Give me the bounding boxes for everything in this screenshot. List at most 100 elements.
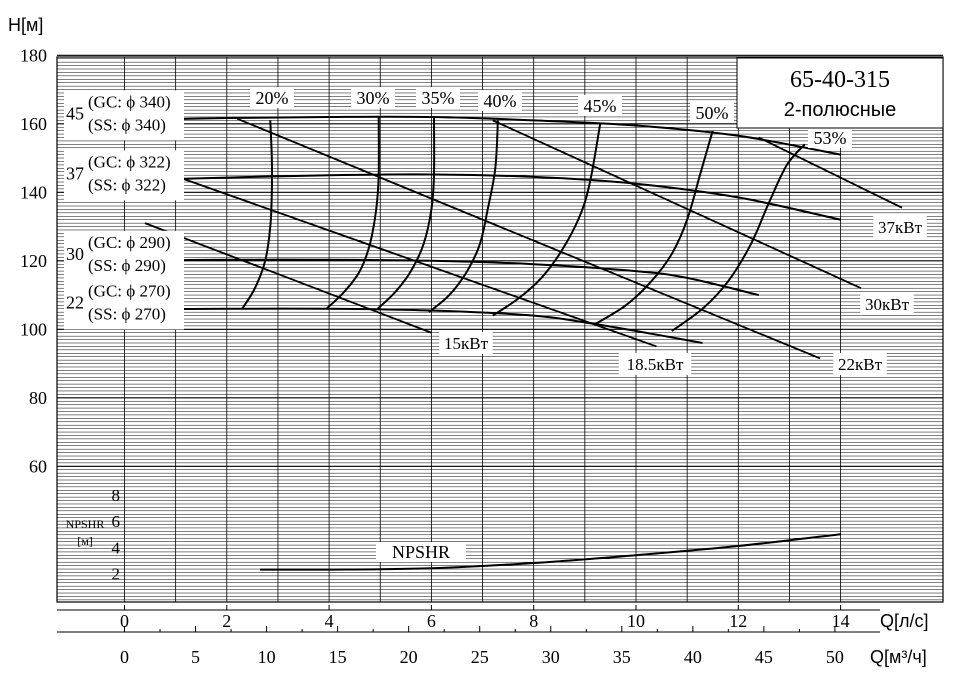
x-tick-label-m3h: 30	[542, 647, 560, 667]
x-tick-label-ls: 2	[222, 611, 231, 631]
x-axis-label-ls: Q[л/с]	[880, 611, 929, 631]
motor-power-label: 15кВт	[444, 334, 489, 353]
efficiency-label: 35%	[422, 88, 455, 108]
impeller-power-label: 22	[66, 292, 84, 312]
y-tick-label: 80	[29, 388, 47, 408]
y-tick-label: 140	[20, 182, 47, 202]
efficiency-label-group: 40%	[478, 90, 522, 111]
npsh-tick-label: 2	[112, 565, 121, 584]
efficiency-curve	[377, 116, 436, 310]
npsh-tick-label: 8	[112, 486, 121, 505]
motor-power-line	[124, 157, 657, 348]
motor-power-line	[758, 136, 903, 209]
motor-power-line	[144, 222, 432, 334]
impeller-label-22: 22(GC: ϕ 270) (SS: ϕ 270)	[64, 279, 184, 330]
impeller-ss-label: (SS: ϕ 270)	[88, 304, 166, 323]
npshr-curve-label-group: NPSHR	[376, 542, 466, 562]
efficiency-label-bg	[808, 127, 852, 148]
x-tick-label-ls: 4	[325, 611, 334, 631]
efficiency-label-bg	[478, 90, 522, 111]
y-axis-label: H[м]	[8, 15, 43, 35]
y-tick-label: 180	[20, 45, 47, 65]
efficiency-label: 20%	[256, 88, 289, 108]
efficiency-label-bg	[690, 102, 734, 123]
efficiency-label-group: 53%	[808, 127, 852, 148]
impeller-gc-label: (GC: ϕ 322)	[88, 152, 171, 171]
plot-frame	[56, 56, 944, 603]
efficiency-label: 30%	[357, 88, 390, 108]
impeller-power-label: 37	[66, 163, 84, 183]
impeller-power-label: 30	[66, 244, 84, 264]
efficiency-label-bg	[416, 87, 460, 108]
x-tick-label-ls: 14	[832, 611, 850, 631]
motor-power-line	[236, 117, 821, 360]
efficiency-label-bg	[351, 87, 395, 108]
impeller-label-37: 37(GC: ϕ 322) (SS: ϕ 322)	[64, 150, 184, 201]
impeller-curve-45	[124, 115, 841, 156]
impeller-curve-22	[124, 307, 703, 344]
x-tick-label-ls: 6	[427, 611, 436, 631]
motor-power-label: 30кВт	[865, 295, 910, 314]
efficiency-label-bg	[250, 87, 294, 108]
npsh-tick-label: 6	[112, 512, 121, 531]
x-tick-label-m3h: 50	[826, 647, 844, 667]
efficiency-curve	[325, 116, 380, 310]
impeller-label-bg	[64, 230, 184, 281]
motor-power-label-group: 18.5кВт	[618, 353, 692, 375]
motor-power-line	[492, 119, 862, 290]
efficiency-curve	[671, 143, 806, 332]
chart-title: 65-40-315	[790, 67, 890, 93]
impeller-ss-label: (SS: ϕ 340)	[88, 115, 166, 134]
npshr-curve	[259, 533, 841, 571]
x-tick-label-ls: 12	[729, 611, 747, 631]
motor-power-label-bg	[618, 353, 692, 375]
npshr-curve-label: NPSHR	[392, 542, 450, 562]
motor-power-label-group: 37кВт	[873, 216, 927, 238]
impeller-label-bg	[64, 90, 184, 141]
efficiency-label: 53%	[814, 128, 847, 148]
motor-power-label-bg	[873, 216, 927, 238]
efficiency-label-group: 45%	[578, 95, 622, 116]
impeller-label-30: 30(GC: ϕ 290) (SS: ϕ 290)	[64, 230, 184, 281]
efficiency-label: 50%	[696, 103, 729, 123]
x-tick-label-ls: 8	[529, 611, 538, 631]
npsh-axis-label: NPSHR	[66, 517, 105, 531]
y-tick-label: 160	[20, 114, 47, 134]
efficiency-curve	[241, 120, 274, 310]
x-tick-label-m3h: 40	[684, 647, 702, 667]
x-tick-label-m3h: 20	[400, 647, 418, 667]
impeller-label-bg	[64, 279, 184, 330]
x-axis-label-m3h: Q[м³/ч]	[870, 647, 927, 667]
impeller-curve-30	[124, 258, 760, 297]
x-tick-label-m3h: 35	[613, 647, 631, 667]
motor-power-label-bg	[833, 353, 887, 375]
impeller-ss-label: (SS: ϕ 322)	[88, 175, 166, 194]
motor-power-label-bg	[439, 332, 493, 354]
impeller-gc-label: (GC: ϕ 290)	[88, 233, 171, 252]
motor-power-label: 22кВт	[838, 355, 883, 374]
impeller-label-bg	[64, 150, 184, 201]
efficiency-label-group: 30%	[351, 87, 395, 108]
motor-power-label: 37кВт	[878, 218, 923, 237]
impeller-gc-label: (GC: ϕ 340)	[88, 92, 171, 111]
x-tick-label-m3h: 5	[191, 647, 200, 667]
x-tick-label-ls: 10	[627, 611, 645, 631]
motor-power-label-group: 15кВт	[439, 332, 493, 354]
impeller-label-45: 45(GC: ϕ 340) (SS: ϕ 340)	[64, 90, 184, 141]
x-tick-label-m3h: 10	[258, 647, 276, 667]
efficiency-label: 45%	[584, 96, 617, 116]
efficiency-curve	[428, 120, 499, 313]
impeller-power-label: 45	[66, 103, 84, 123]
efficiency-curve	[492, 123, 602, 317]
x-tick-label-ls: 0	[120, 611, 129, 631]
efficiency-label-group: 20%	[250, 87, 294, 108]
efficiency-curve	[594, 130, 714, 326]
motor-power-label-group: 22кВт	[833, 353, 887, 375]
chart-subtitle: 2-полюсные	[784, 99, 897, 121]
x-tick-label-m3h: 45	[755, 647, 773, 667]
impeller-curve-37	[124, 173, 841, 221]
y-tick-label: 120	[20, 251, 47, 271]
npsh-axis-unit: [м]	[77, 534, 93, 548]
efficiency-label-bg	[578, 95, 622, 116]
impeller-ss-label: (SS: ϕ 290)	[88, 256, 166, 275]
